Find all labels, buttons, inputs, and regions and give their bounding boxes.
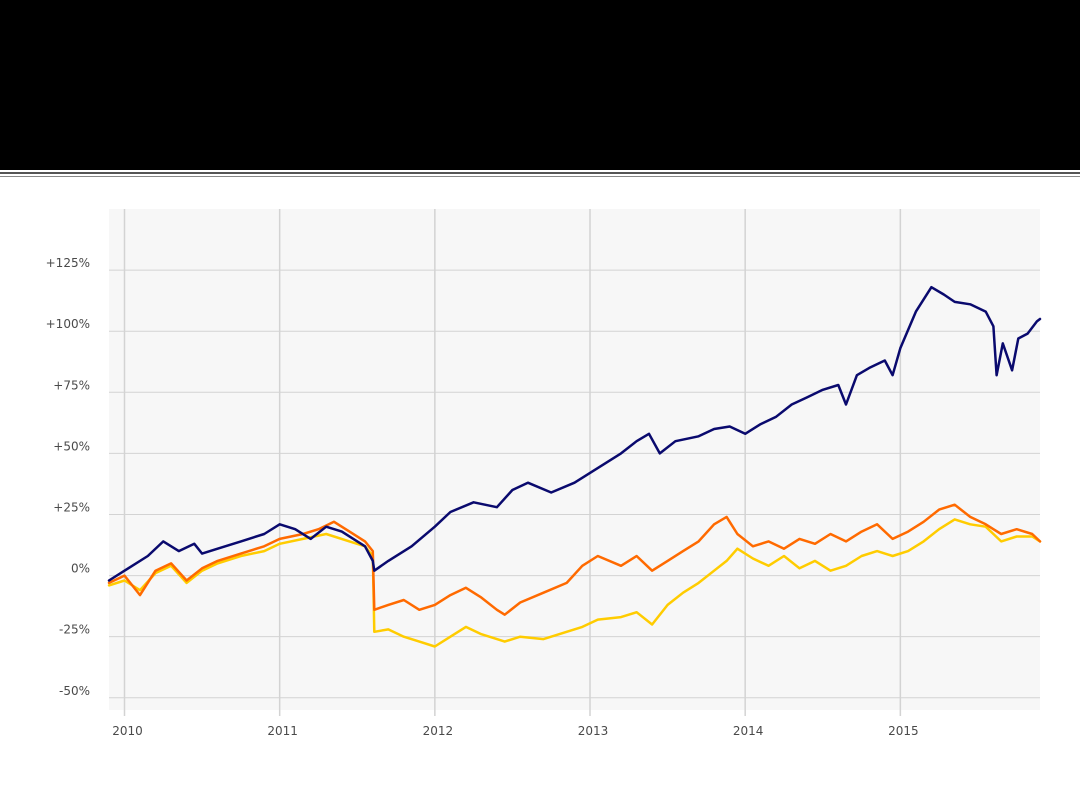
grid-lines [109,209,1040,716]
y-tick-label: -25% [59,623,90,637]
y-tick-label: +25% [53,500,90,514]
y-tick-label: 0% [71,562,90,576]
y-tick-label: +100% [46,317,90,331]
series-lines [107,285,1042,648]
x-tick-label: 2011 [267,724,298,738]
y-tick-label: +125% [46,256,90,270]
plot-area [109,209,1040,710]
y-axis-tick-labels: +125% +100% +75% +50% +25% 0% -25% -50% [46,256,90,698]
y-tick-label: +75% [53,378,90,392]
banner-divider-line [0,172,1080,174]
series-line-2 [107,503,1042,616]
title-banner [0,0,1080,170]
x-tick-label: 2010 [112,724,143,738]
y-tick-label: +50% [53,439,90,453]
banner-divider-line-thin [0,176,1080,177]
x-axis-tick-labels: 2010 2011 2012 2013 2014 2015 [112,724,918,738]
series-line-1 [107,285,1042,582]
x-tick-label: 2014 [733,724,764,738]
x-tick-label: 2012 [423,724,454,738]
y-tick-label: -50% [59,684,90,698]
series-line-3 [107,518,1042,648]
x-tick-label: 2013 [578,724,609,738]
x-tick-label: 2015 [888,724,919,738]
